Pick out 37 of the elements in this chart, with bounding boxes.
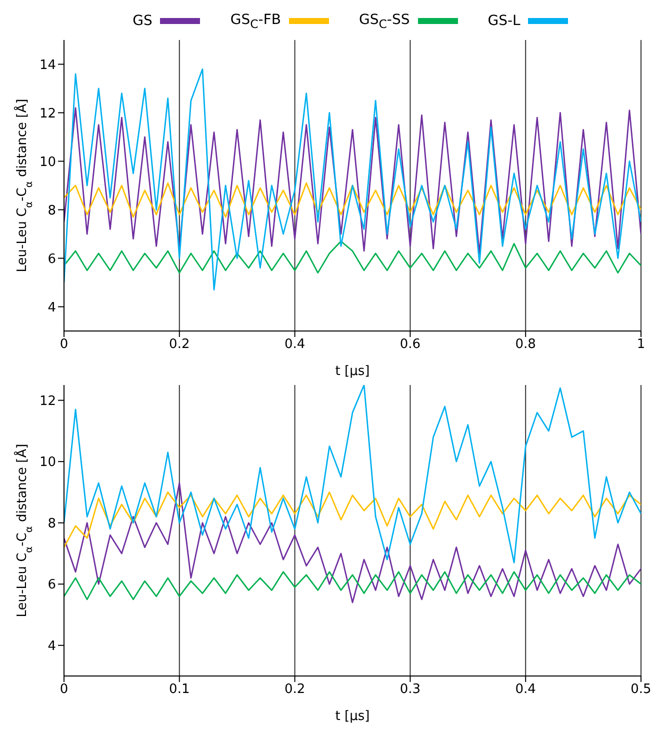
y-tick-label: 12 (39, 106, 56, 122)
line-series (64, 182, 641, 218)
x-tick-label: 0.1 (169, 682, 190, 698)
y-tick-label: 8 (48, 516, 56, 532)
x-tick-label: 0 (60, 337, 68, 352)
y-tick-label: 4 (48, 300, 56, 316)
x-tick-label: 0.2 (284, 682, 306, 698)
legend-label: GS$_{C}$-SS (359, 12, 410, 30)
line-series (64, 571, 641, 600)
x-tick-label: 0.3 (400, 682, 421, 698)
line-series (64, 68, 641, 290)
y-tick-label: 8 (48, 203, 56, 218)
legend-label: GS (132, 13, 152, 29)
y-tick-label: 6 (48, 578, 56, 593)
x-tick-label: 0.4 (284, 337, 306, 352)
legend-label: GS$_{C}$-FB (230, 12, 282, 30)
y-tick-label: 14 (39, 58, 56, 73)
y-tick-label: 6 (48, 252, 56, 267)
x-tick-label: 0 (60, 682, 68, 698)
y-tick-label: 4 (48, 638, 56, 654)
x-axis-title: t [μs] (335, 709, 370, 724)
x-axis-title: t [μs] (335, 364, 370, 379)
line-series (64, 492, 641, 548)
x-tick-label: 0.4 (515, 682, 536, 698)
line-series (64, 385, 641, 564)
line-series (64, 240, 641, 274)
x-tick-label: 0.8 (515, 337, 536, 352)
y-tick-label: 12 (39, 394, 56, 409)
line-series (64, 482, 641, 604)
line-series (64, 107, 641, 254)
x-tick-label: 0.2 (169, 337, 190, 352)
legend-label: GS-L (488, 13, 520, 29)
y-tick-label: 10 (39, 455, 56, 470)
y-tick-label: 10 (39, 154, 56, 170)
x-tick-label: 0.6 (400, 337, 421, 352)
x-tick-label: 1 (636, 337, 646, 352)
x-tick-label: 0.5 (630, 682, 652, 698)
